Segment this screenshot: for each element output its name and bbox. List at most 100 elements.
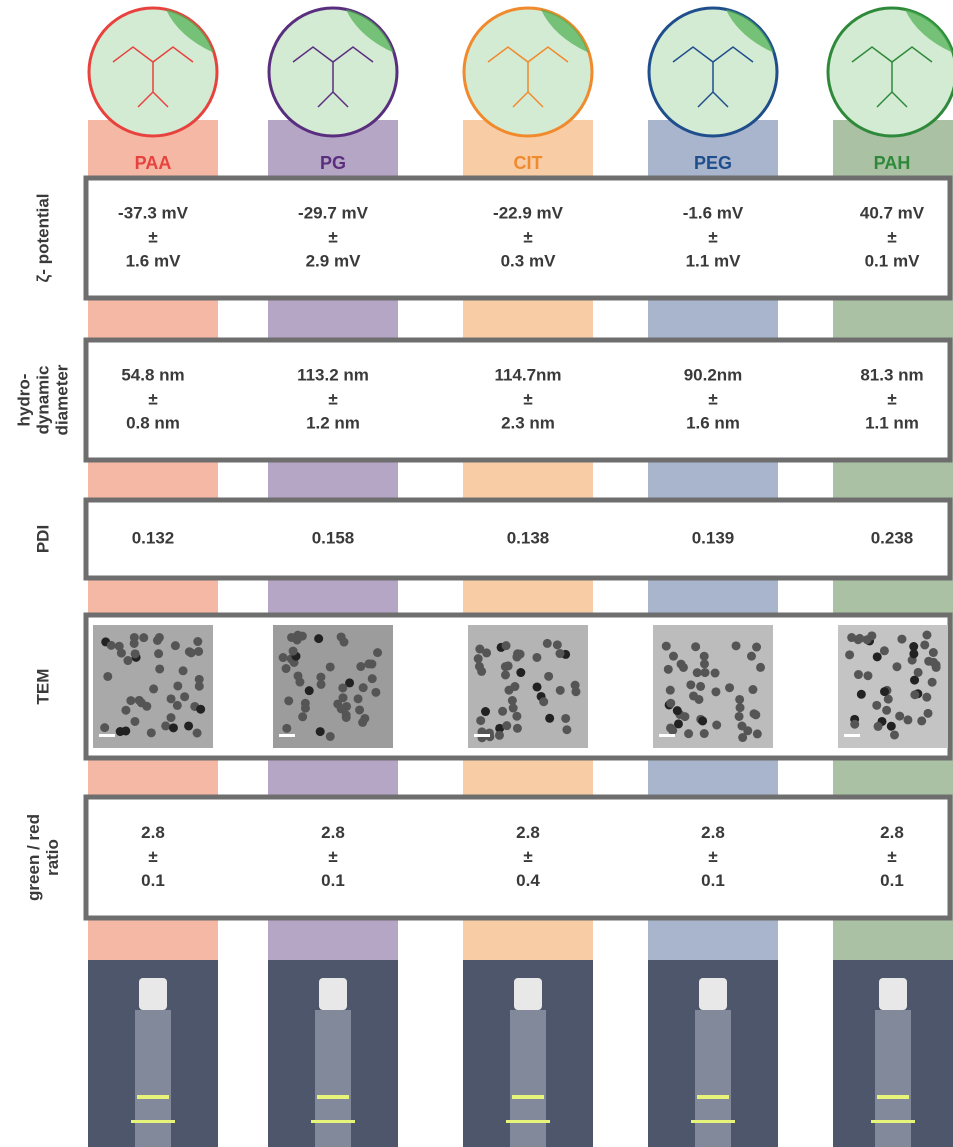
cuvette-liquid <box>697 1095 729 1099</box>
row-label: ζ- potential <box>33 193 52 282</box>
tem-particle <box>371 687 381 697</box>
tem-particle <box>867 631 877 641</box>
cell-value: ± <box>328 389 337 408</box>
cell-value: 0.138 <box>507 528 550 547</box>
cell-value: ± <box>148 389 157 408</box>
tem-particle <box>295 677 305 687</box>
cell-value: ± <box>523 389 532 408</box>
tem-particle <box>872 700 882 710</box>
ligand-highlight <box>725 9 774 53</box>
tem-particle <box>196 704 206 714</box>
cell-value: 2.8 <box>141 823 165 842</box>
tem-particle <box>711 687 721 697</box>
tem-particle <box>889 730 899 740</box>
cell-value: 0.158 <box>312 528 355 547</box>
cell-value: 2.3 nm <box>501 413 555 432</box>
tem-particle <box>879 646 889 656</box>
tem-particle <box>126 696 136 706</box>
tem-particle <box>691 642 701 652</box>
tem-particle <box>743 726 753 736</box>
cuvette-body <box>510 1010 546 1147</box>
tem-particle <box>482 648 492 658</box>
tem-particle <box>495 723 505 733</box>
cell-value: -22.9 mV <box>493 203 564 222</box>
tem-particle <box>928 648 938 658</box>
row-box <box>83 497 953 581</box>
tem-particle <box>142 701 152 711</box>
row-label: TEM <box>33 669 52 705</box>
tem-particle <box>134 695 144 705</box>
tem-particle <box>562 725 572 735</box>
cell-value: 0.238 <box>871 528 914 547</box>
scale-bar <box>99 734 115 737</box>
tem-particle <box>910 690 920 700</box>
tem-particle <box>316 679 326 689</box>
tem-particle <box>172 700 182 710</box>
row-box <box>83 175 953 301</box>
tem-particle <box>501 641 511 651</box>
tem-particle <box>508 703 518 713</box>
tem-particle <box>114 641 124 651</box>
tem-particle <box>284 696 294 706</box>
cell-value: ± <box>328 227 337 246</box>
tem-particle <box>752 642 762 652</box>
cell-value: ± <box>148 847 157 866</box>
cell-value: -29.7 mV <box>298 203 369 222</box>
cell-value: 40.7 mV <box>860 203 925 222</box>
tem-particle <box>278 653 288 663</box>
ligand-name: PAA <box>135 153 172 173</box>
ligand-highlight <box>904 9 953 53</box>
tem-particle <box>920 640 930 650</box>
ligand-name: CIT <box>514 153 543 173</box>
tem-particle <box>725 683 735 693</box>
cell-value: 114.7nm <box>494 365 561 384</box>
tem-particle <box>751 710 761 720</box>
cell-value: 0.1 <box>880 871 904 890</box>
tem-particle <box>696 681 706 691</box>
tem-particle <box>903 715 913 725</box>
tem-particle <box>910 675 920 685</box>
tem-particle <box>304 686 314 696</box>
tem-particle <box>500 662 510 672</box>
cuvette-glow <box>131 1120 175 1123</box>
cell-value: 81.3 nm <box>860 365 923 384</box>
tem-particle <box>184 721 194 731</box>
cell-value: 0.1 <box>701 871 725 890</box>
cuvette-body <box>695 1010 731 1147</box>
ligand-structure <box>851 46 933 108</box>
tem-particle <box>555 649 565 659</box>
tem-particle <box>287 632 297 642</box>
cell-value: ± <box>708 389 717 408</box>
tem-particle <box>872 652 882 662</box>
cuvette-liquid <box>317 1095 349 1099</box>
tem-particle <box>297 631 307 641</box>
ligand-structure <box>487 46 569 108</box>
tem-particle <box>166 713 176 723</box>
cell-value: 1.1 nm <box>865 413 919 432</box>
tem-particle <box>155 664 165 674</box>
tem-particle <box>512 711 522 721</box>
tem-particle <box>194 674 204 684</box>
tem-particle <box>734 711 744 721</box>
row-label: ratio <box>43 839 62 876</box>
tem-particle <box>512 723 522 733</box>
tem-particle <box>325 731 335 741</box>
tem-particle <box>477 666 487 676</box>
tem-particle <box>748 685 758 695</box>
cell-value: 2.8 <box>321 823 345 842</box>
tem-particle <box>314 634 324 644</box>
tem-particle <box>699 659 709 669</box>
tem-particle <box>152 635 162 645</box>
tem-particle <box>880 687 890 697</box>
tem-particle <box>673 719 683 729</box>
tem-particle <box>532 652 542 662</box>
tem-particle <box>180 692 190 702</box>
tem-particle <box>738 733 748 743</box>
cell-value: 90.2nm <box>684 365 743 384</box>
cuvette-cap <box>319 978 347 1010</box>
cuvette-body <box>135 1010 171 1147</box>
tem-particle <box>850 719 860 729</box>
tem-particle <box>146 728 156 738</box>
cell-value: 113.2 nm <box>297 365 369 384</box>
cuvette-glow <box>871 1120 915 1123</box>
